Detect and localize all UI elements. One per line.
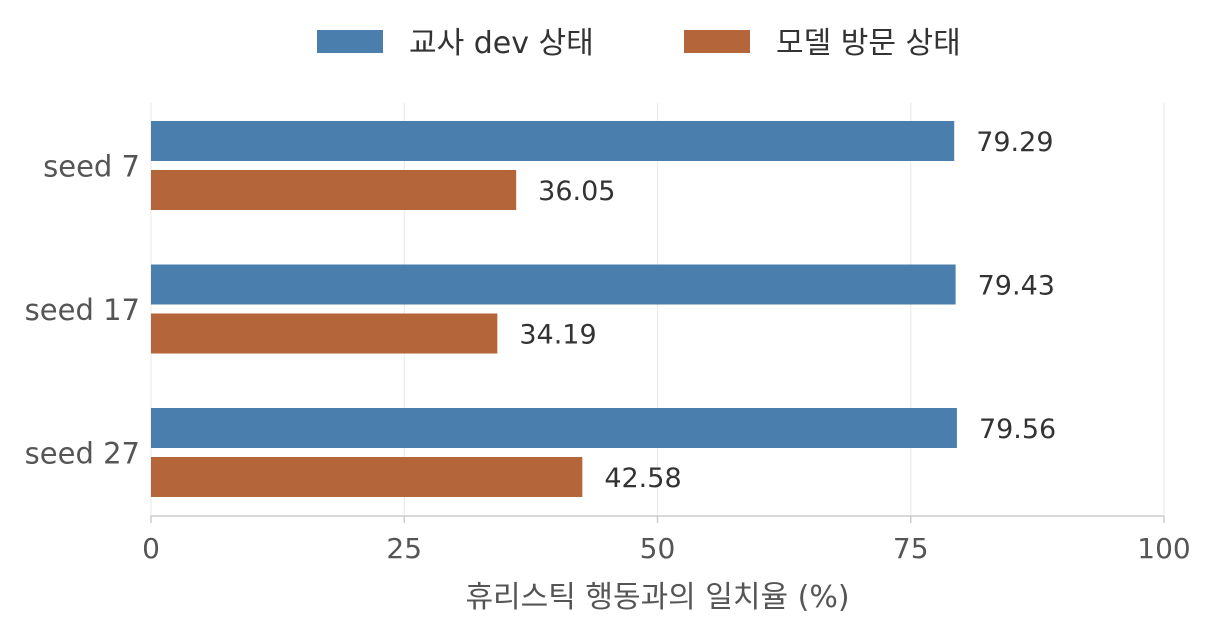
value-label-1-seed-27: 79.56	[979, 414, 1056, 445]
grid	[150, 103, 1165, 516]
bar-1-seed-7	[151, 121, 955, 161]
legend-label-series-1: 교사 dev 상태	[409, 26, 594, 61]
bar-2-seed-27	[151, 457, 583, 497]
x-tick-label-4: 100	[1137, 532, 1190, 565]
legend-swatch-series-2	[684, 30, 750, 53]
x-tick-label-0: 0	[142, 532, 160, 565]
bar-2-seed-17	[151, 313, 498, 354]
legend: 교사 dev 상태 모델 방문 상태	[317, 26, 961, 61]
x-tick-label-2: 50	[640, 532, 676, 565]
value-label-2-seed-17: 34.19	[519, 320, 596, 351]
category-label-0: seed 7	[43, 150, 140, 184]
x-axis-title: 휴리스틱 행동과의 일치율 (%)	[465, 580, 849, 615]
bar-1-seed-27	[151, 408, 957, 448]
bar-2-seed-7	[151, 170, 517, 210]
category-labels: seed 7 seed 17 seed 27	[25, 150, 140, 471]
value-label-1-seed-7: 79.29	[976, 127, 1053, 158]
value-labels: 79.29 36.05 79.43 34.19 79.56 42.58	[519, 127, 1056, 494]
category-label-1: seed 17	[25, 293, 140, 327]
x-ticks: 0 25 50 75 100	[142, 516, 1191, 565]
x-tick-label-1: 25	[386, 532, 422, 565]
legend-swatch-series-1	[317, 30, 383, 53]
bars	[151, 121, 957, 497]
value-label-2-seed-7: 36.05	[538, 176, 615, 207]
bar-1-seed-17	[151, 264, 956, 305]
value-label-1-seed-17: 79.43	[978, 271, 1055, 302]
legend-label-series-2: 모델 방문 상태	[776, 26, 961, 61]
value-label-2-seed-27: 42.58	[604, 463, 681, 494]
category-label-2: seed 27	[25, 437, 140, 471]
x-tick-label-3: 75	[893, 532, 929, 565]
